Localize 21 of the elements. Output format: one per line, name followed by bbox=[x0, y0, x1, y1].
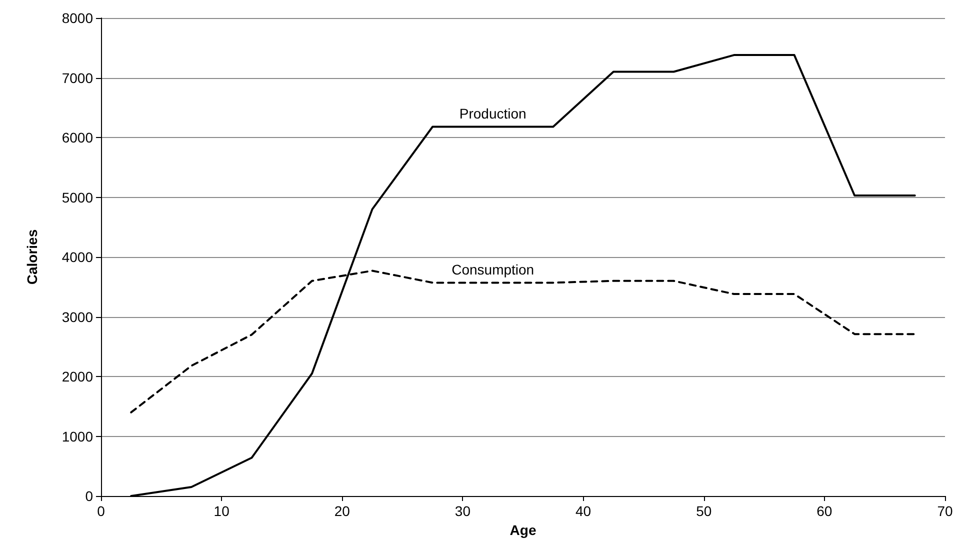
y-tick-label: 2000 bbox=[62, 368, 94, 384]
x-tick-label: 40 bbox=[575, 503, 592, 519]
x-tick-label: 0 bbox=[97, 503, 106, 519]
y-tick-label: 3000 bbox=[62, 308, 94, 325]
x-tick-label: 30 bbox=[454, 503, 471, 519]
y-tick-label: 6000 bbox=[62, 130, 94, 146]
x-tick-label: 70 bbox=[937, 503, 953, 519]
y-tick-label: 5000 bbox=[62, 189, 94, 206]
series-label: Consumption bbox=[452, 262, 534, 278]
y-tick-label: 1000 bbox=[62, 428, 94, 444]
x-tick-label: 50 bbox=[696, 503, 712, 519]
x-tick-label: 20 bbox=[334, 503, 350, 519]
y-tick-label: 0 bbox=[85, 488, 94, 504]
x-tick-label: 60 bbox=[816, 503, 832, 519]
y-axis-title: Calories bbox=[24, 229, 40, 285]
series-label: Production bbox=[459, 106, 526, 122]
y-tick-label: 7000 bbox=[62, 70, 94, 86]
x-tick-label: 10 bbox=[214, 503, 230, 519]
y-tick-label: 8000 bbox=[62, 10, 94, 26]
y-tick-label: 4000 bbox=[62, 249, 94, 265]
x-axis-title: Age bbox=[510, 522, 536, 538]
